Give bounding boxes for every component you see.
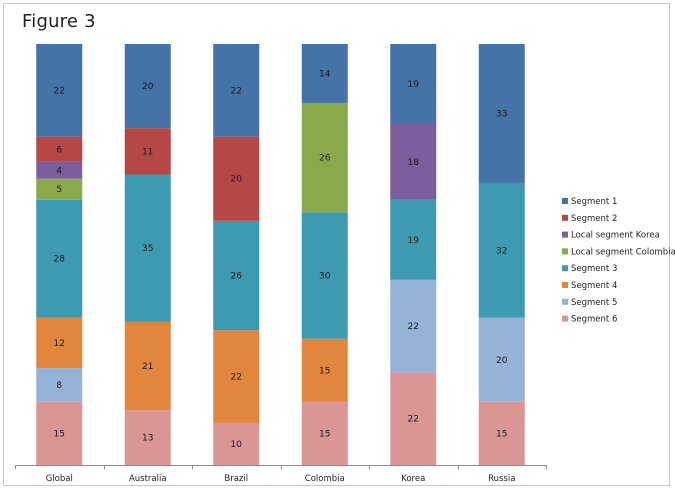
- bar-korea-segment-1: [390, 44, 437, 124]
- bar-korea-local-segment-korea: [390, 123, 437, 200]
- bar-russia-segment-1: [478, 44, 525, 183]
- bar-colombia-segment-6: [301, 401, 348, 465]
- data-label-global-segment-5: 8: [56, 381, 62, 391]
- bar-korea-segment-3: [390, 199, 437, 280]
- x-tick-label-australia: Australia: [129, 474, 167, 484]
- bar-colombia-segment-3: [301, 212, 348, 339]
- bar-australia-segment-6: [124, 410, 171, 465]
- data-label-colombia-local-segment-colombia: 26: [319, 154, 331, 164]
- data-label-global-segment-4: 12: [54, 339, 65, 349]
- bar-colombia-segment-4: [301, 338, 348, 402]
- data-label-russia-segment-6: 15: [496, 429, 507, 439]
- data-label-korea-segment-5: 22: [408, 322, 419, 332]
- bar-global-local-segment-colombia: [36, 178, 83, 200]
- bar-australia-segment-2: [124, 128, 171, 175]
- legend-swatch-segment-2: [562, 214, 568, 221]
- data-label-australia-segment-1: 20: [142, 82, 154, 92]
- x-tick-label-global: Global: [46, 474, 73, 484]
- data-label-russia-segment-5: 20: [496, 356, 508, 366]
- legend-label-segment-3: Segment 3: [571, 264, 617, 274]
- x-tick-group: Global Australia Brazil Colombia Korea Russia: [15, 465, 547, 484]
- data-label-global-local-segment-colombia: 5: [56, 185, 62, 195]
- data-label-colombia-segment-3: 30: [319, 272, 331, 282]
- data-label-australia-segment-4: 21: [142, 362, 153, 372]
- data-label-korea-local-segment-korea: 18: [408, 158, 420, 168]
- bar-russia-segment-5: [478, 317, 525, 402]
- bar-global-local-segment-korea: [36, 161, 83, 179]
- bar-korea-segment-5: [390, 279, 437, 373]
- data-label-australia-segment-6: 13: [142, 434, 153, 444]
- legend-label-segment-1: Segment 1: [571, 197, 617, 207]
- bar-colombia-local-segment-colombia: [301, 102, 348, 213]
- legend-swatch-local-segment-colombia: [562, 248, 568, 255]
- data-label-global-segment-3: 28: [54, 255, 66, 265]
- bar-russia-segment-3: [478, 182, 525, 318]
- data-label-brazil-segment-1: 22: [231, 86, 242, 96]
- data-label-korea-segment-1: 19: [408, 80, 420, 90]
- data-label-korea-segment-6: 22: [408, 415, 419, 425]
- x-tick-label-colombia: Colombia: [305, 474, 345, 484]
- data-label-brazil-segment-4: 22: [231, 373, 242, 383]
- data-label-global-local-segment-korea: 4: [56, 166, 62, 176]
- legend-label-segment-6: Segment 6: [571, 315, 617, 325]
- data-label-australia-segment-3: 35: [142, 244, 153, 254]
- bar-brazil-segment-4: [213, 330, 260, 423]
- bar-group: 15 8 12 28 5 4 6 22 13 21 35 11 20 10 22 26 20 22 15 15 30 26…: [36, 44, 525, 465]
- data-label-australia-segment-2: 11: [142, 147, 153, 157]
- data-label-russia-segment-3: 32: [496, 246, 507, 256]
- figure-title: Figure 3: [22, 11, 96, 32]
- x-tick-label-brazil: Brazil: [224, 474, 248, 484]
- bar-brazil-segment-2: [213, 136, 260, 221]
- bar-australia-segment-4: [124, 321, 171, 411]
- legend-swatch-segment-4: [562, 282, 568, 288]
- bar-australia-segment-1: [124, 44, 171, 129]
- data-label-colombia-segment-4: 15: [319, 366, 330, 376]
- bar-australia-segment-3: [124, 174, 171, 322]
- data-label-brazil-segment-3: 26: [231, 272, 243, 282]
- bar-brazil-segment-1: [213, 44, 260, 137]
- legend: Segment 1 Segment 2 Local segment Korea Loc…: [562, 197, 675, 325]
- legend-swatch-segment-5: [562, 298, 568, 305]
- x-tick-label-russia: Russia: [488, 474, 515, 484]
- legend-label-local-segment-colombia: Local segment Colombia: [571, 247, 675, 257]
- bar-brazil-segment-3: [213, 220, 260, 331]
- data-label-global-segment-1: 22: [54, 86, 65, 96]
- legend-swatch-segment-3: [562, 265, 568, 272]
- data-label-brazil-segment-2: 20: [231, 175, 243, 185]
- data-label-colombia-segment-1: 14: [319, 69, 331, 79]
- legend-label-segment-4: Segment 4: [571, 281, 617, 291]
- bar-korea-segment-6: [390, 372, 437, 465]
- data-label-global-segment-2: 6: [56, 145, 62, 155]
- bar-global-segment-2: [36, 136, 83, 162]
- legend-swatch-local-segment-korea: [562, 231, 568, 238]
- bar-colombia-segment-1: [301, 44, 348, 103]
- data-label-brazil-segment-6: 10: [231, 440, 243, 450]
- bar-brazil-segment-6: [213, 422, 260, 465]
- bar-global-segment-1: [36, 44, 83, 137]
- bar-global-segment-5: [36, 368, 83, 402]
- bar-global-segment-4: [36, 317, 83, 369]
- legend-label-segment-5: Segment 5: [571, 298, 617, 308]
- data-label-global-segment-6: 15: [54, 429, 65, 439]
- data-label-korea-segment-3: 19: [408, 236, 420, 246]
- bar-global-segment-3: [36, 199, 83, 318]
- legend-label-local-segment-korea: Local segment Korea: [571, 231, 660, 241]
- data-label-colombia-segment-6: 15: [319, 429, 330, 439]
- legend-label-segment-2: Segment 2: [571, 214, 617, 224]
- data-label-russia-segment-1: 33: [496, 109, 507, 119]
- bar-global-segment-6: [36, 401, 83, 465]
- legend-swatch-segment-6: [562, 315, 568, 322]
- bar-russia-segment-6: [478, 401, 525, 465]
- legend-swatch-segment-1: [562, 198, 568, 204]
- x-tick-label-korea: Korea: [401, 474, 425, 484]
